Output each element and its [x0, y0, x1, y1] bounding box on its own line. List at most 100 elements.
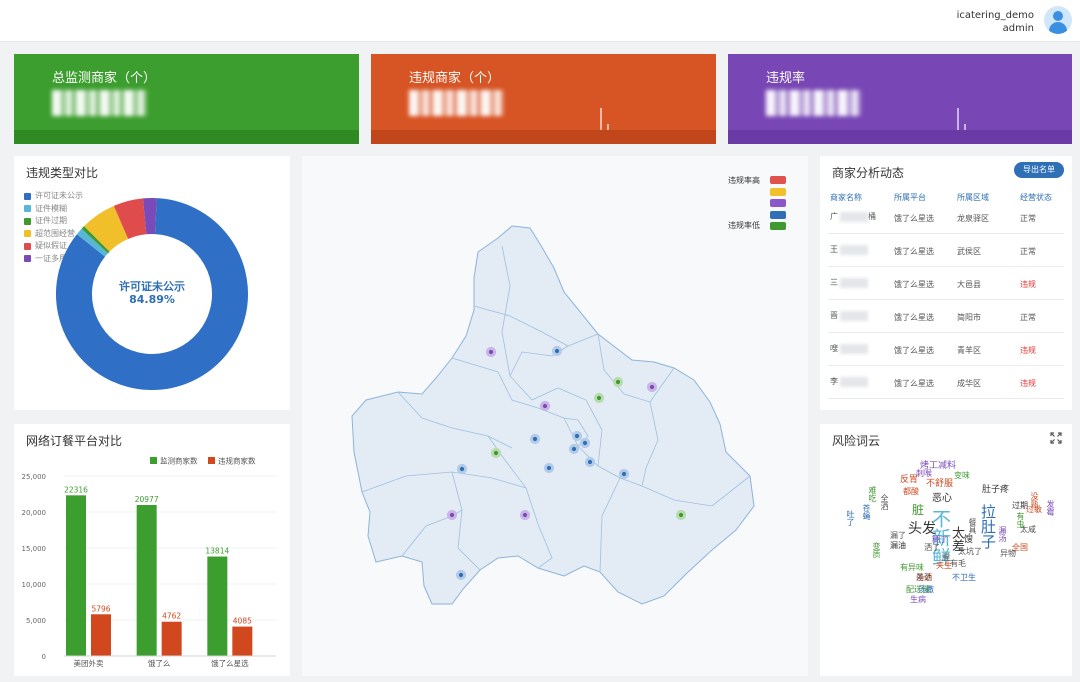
- cloud-word[interactable]: 不新鲜: [929, 509, 951, 566]
- cell-platform: 饿了么星选: [894, 346, 934, 355]
- donut-slice[interactable]: [56, 198, 248, 390]
- bar[interactable]: [91, 614, 111, 656]
- bar[interactable]: [232, 626, 253, 656]
- cloud-word[interactable]: 过敏: [1026, 505, 1042, 514]
- merchant-name[interactable]: 李: [830, 376, 868, 387]
- donut-slice[interactable]: [84, 205, 129, 253]
- export-list-button[interactable]: 导出名单: [1014, 162, 1064, 178]
- map-marker: [543, 462, 555, 474]
- cloud-word[interactable]: 太咸: [1020, 525, 1036, 534]
- table-row[interactable]: 广桶 饿了么星选 龙泉驿区 正常: [820, 211, 1072, 231]
- donut-legend-item[interactable]: 超范围经营: [24, 228, 83, 241]
- merchant-name[interactable]: 嗖: [830, 343, 868, 354]
- cloud-word[interactable]: 太差: [949, 526, 964, 552]
- cloud-word[interactable]: 拉肚子: [979, 504, 997, 549]
- map-legend-swatch[interactable]: [770, 222, 786, 230]
- cloud-word[interactable]: 肚子疼: [982, 485, 1010, 495]
- cloud-word[interactable]: 没熟: [1030, 492, 1039, 508]
- cloud-word[interactable]: 刺喉: [916, 469, 932, 478]
- cloud-word[interactable]: 不卫生: [952, 573, 976, 582]
- cloud-word[interactable]: 全洒: [880, 494, 889, 510]
- cloud-word[interactable]: 不舒服: [926, 479, 954, 489]
- map-legend-swatch[interactable]: [770, 176, 786, 184]
- merchant-name[interactable]: 广桶: [830, 211, 876, 222]
- cloud-word[interactable]: 漏了: [890, 531, 906, 540]
- table-row[interactable]: 晋 饿了么星选 简阳市 正常: [820, 310, 1072, 330]
- map-legend-swatch[interactable]: [770, 210, 786, 219]
- cloud-word[interactable]: 太坑了: [958, 547, 982, 556]
- merchant-name[interactable]: 王: [830, 244, 868, 255]
- map-legend-swatch[interactable]: [770, 199, 786, 207]
- cloud-word[interactable]: 都酸: [903, 487, 919, 496]
- cloud-word[interactable]: 有虫: [1016, 512, 1025, 528]
- cloud-word[interactable]: 头发: [908, 521, 936, 537]
- donut-legend-item[interactable]: 疑似假证: [24, 240, 83, 253]
- table-row[interactable]: 王 饿了么星选 武侯区 正常: [820, 244, 1072, 264]
- cloud-word[interactable]: 漏油: [890, 541, 906, 550]
- cloud-word[interactable]: 馊: [964, 535, 974, 545]
- cloud-word[interactable]: 反胃: [900, 475, 919, 485]
- cloud-word[interactable]: 糊了: [932, 535, 948, 544]
- cloud-word[interactable]: 变质: [872, 542, 881, 558]
- bar[interactable]: [161, 621, 182, 656]
- district-border: [599, 477, 621, 573]
- cloud-word[interactable]: 变味: [954, 471, 970, 480]
- cloud-word[interactable]: 夹生: [936, 561, 952, 570]
- merchant-name[interactable]: 晋: [830, 310, 868, 321]
- cloud-word[interactable]: 差劲: [916, 573, 932, 582]
- donut-slice[interactable]: [76, 228, 109, 257]
- cloud-word[interactable]: 发霉: [1046, 500, 1055, 516]
- legend-label: 证件过期: [35, 216, 67, 225]
- table-row[interactable]: 李 饿了么星选 成华区 违规: [820, 376, 1072, 396]
- donut-center-value: 84.89%: [129, 293, 175, 306]
- map-legend-swatch[interactable]: [770, 187, 786, 196]
- donut-legend-item[interactable]: 证件模糊: [24, 203, 83, 216]
- cloud-word[interactable]: 吐了: [846, 510, 855, 526]
- expand-icon[interactable]: [1050, 432, 1062, 444]
- table-row[interactable]: 嗖 饿了么星选 青羊区 违规: [820, 343, 1072, 363]
- district-border: [525, 487, 553, 569]
- district-border: [531, 387, 603, 467]
- donut-legend-item[interactable]: 一证多用: [24, 253, 83, 266]
- map-marker: [529, 433, 541, 445]
- bar[interactable]: [136, 504, 157, 656]
- cloud-word[interactable]: 有毛: [950, 559, 966, 568]
- legend-label[interactable]: 违规商家数: [218, 456, 256, 466]
- legend-label[interactable]: 监测商家数: [160, 456, 198, 466]
- cloud-word[interactable]: 有异味: [900, 563, 924, 572]
- donut-slice[interactable]: [81, 226, 110, 254]
- user-info[interactable]: icatering_demo admin: [957, 9, 1034, 35]
- cloud-word[interactable]: 难吃: [868, 486, 877, 502]
- cloud-word[interactable]: 异物: [1000, 549, 1016, 558]
- cloud-word[interactable]: 苍蝇: [862, 504, 871, 520]
- donut-legend-item[interactable]: 证件过期: [24, 215, 83, 228]
- donut-legend-item[interactable]: 许可证未公示: [24, 190, 83, 203]
- district-border: [641, 401, 751, 507]
- cloud-word[interactable]: 全国: [1012, 543, 1028, 552]
- bar[interactable]: [207, 556, 228, 656]
- cloud-word[interactable]: 洒了: [924, 543, 940, 552]
- table-row[interactable]: 三 饿了么星选 大邑县 违规: [820, 277, 1072, 297]
- cloud-word[interactable]: 恶心: [932, 493, 952, 504]
- cloud-word[interactable]: 配送慢: [906, 585, 930, 594]
- cloud-word[interactable]: 腥: [942, 553, 950, 562]
- cloud-word[interactable]: 汤洒: [916, 573, 932, 582]
- cloud-word[interactable]: 汤撒: [918, 585, 934, 594]
- cloud-word[interactable]: 餐具: [968, 518, 977, 534]
- cloud-word[interactable]: 烤工减料: [920, 461, 957, 471]
- x-tick-label: 饿了么: [148, 658, 171, 668]
- risk-wordcloud-panel: 风险词云 不新鲜 拉肚子 头发 太差脏烤工减料 反胃 不舒服 恶心 肚子疼 过期 过敏 变味 都酸 刺喉…: [820, 424, 1072, 676]
- y-tick-label: 20,000: [22, 509, 47, 517]
- top-bar: icatering_demo admin: [0, 0, 1080, 42]
- cloud-word[interactable]: 漏汤: [998, 526, 1007, 542]
- cloud-word[interactable]: 脏: [912, 503, 925, 517]
- cloud-word[interactable]: 过期: [1012, 501, 1028, 510]
- donut-slice[interactable]: [113, 198, 148, 240]
- merchant-name[interactable]: 三: [830, 277, 868, 288]
- cloud-word[interactable]: 生病: [910, 595, 926, 604]
- bar[interactable]: [66, 495, 86, 656]
- legend-label: 一证多用: [35, 253, 67, 263]
- region-map[interactable]: [302, 156, 808, 676]
- avatar[interactable]: [1044, 6, 1072, 34]
- y-tick-label: 25,000: [22, 473, 47, 481]
